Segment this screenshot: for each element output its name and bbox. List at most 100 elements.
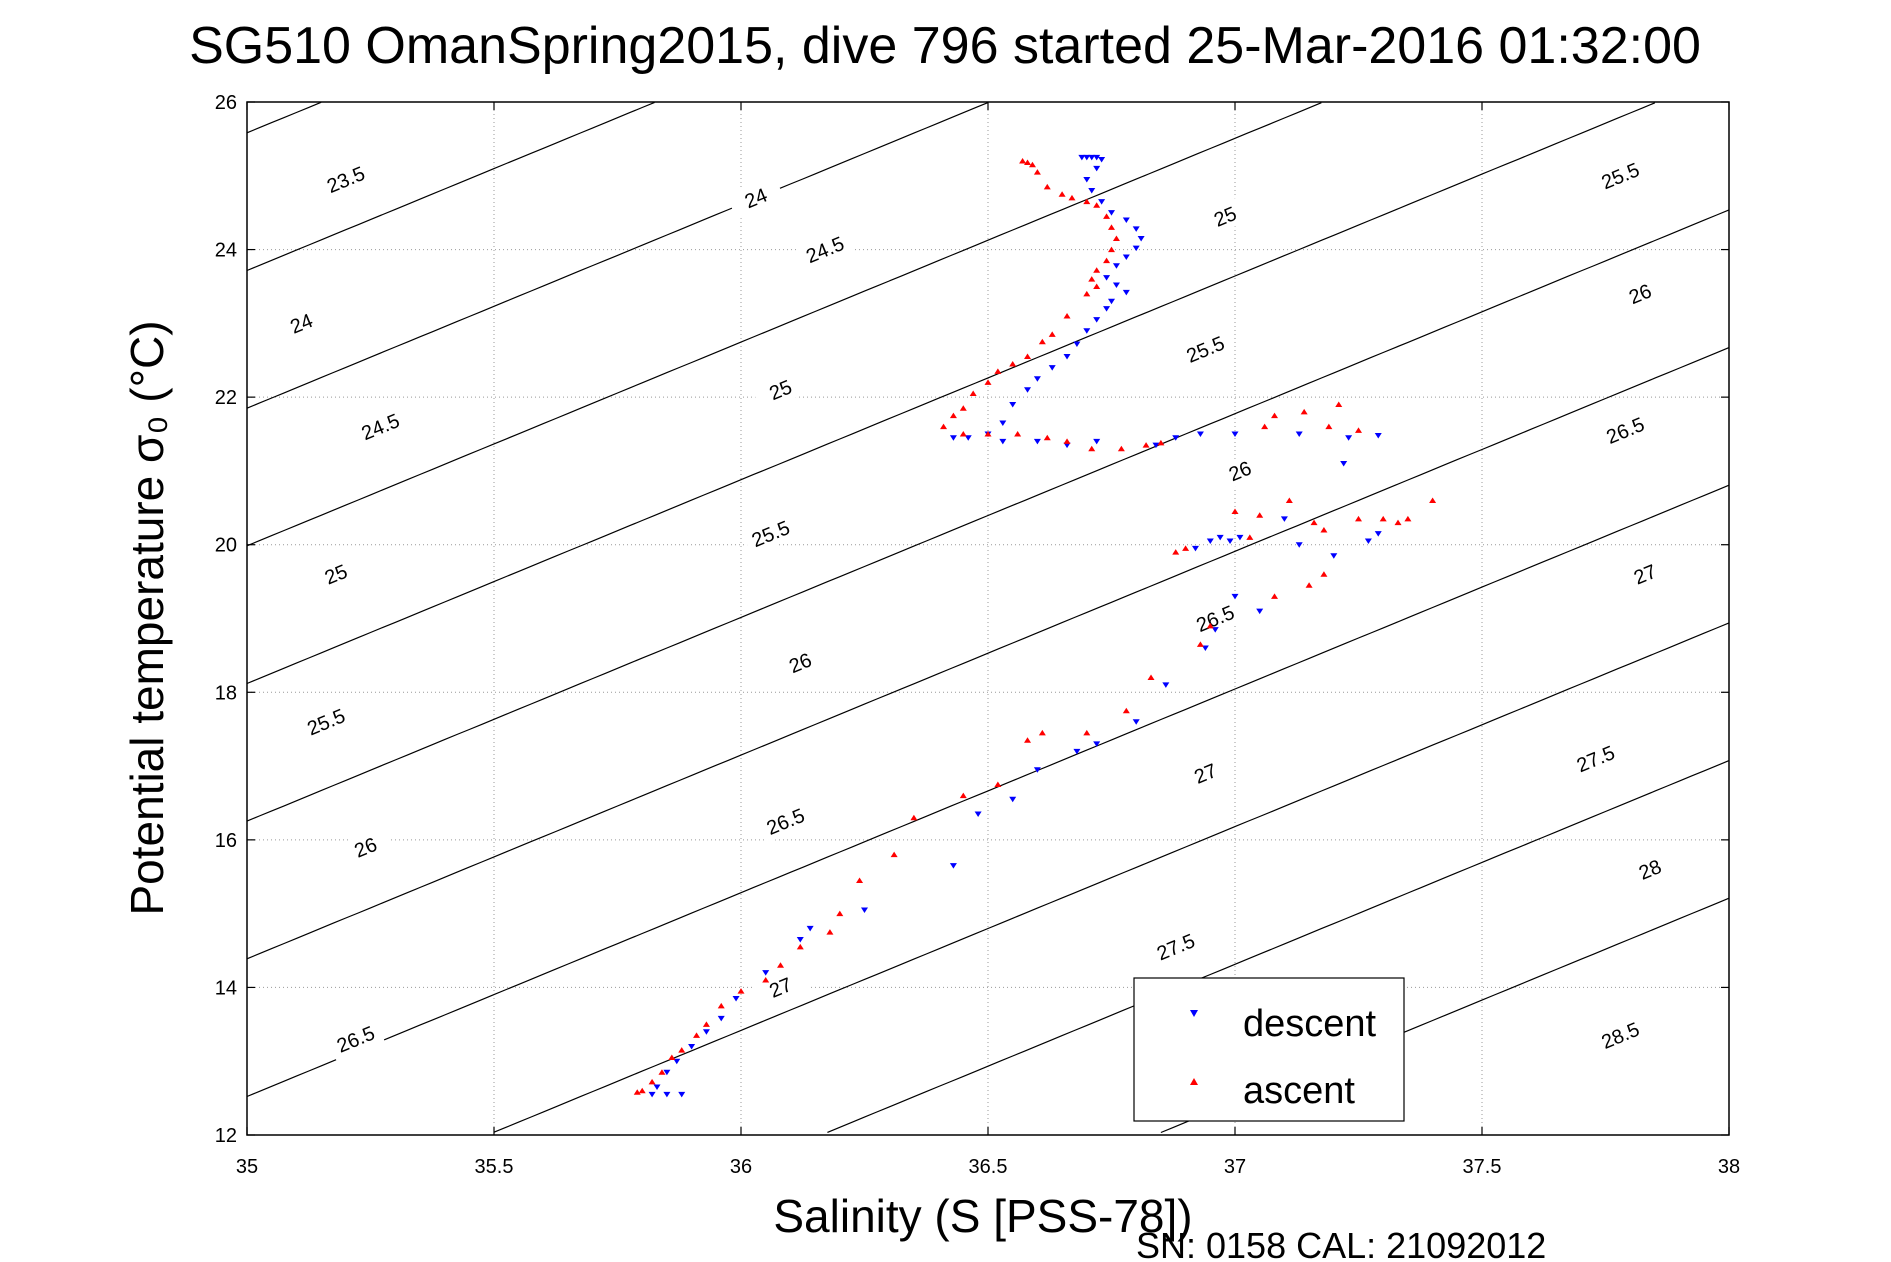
ascent-point	[940, 423, 948, 430]
ascent-point	[826, 929, 834, 935]
isopycnal-label-bg	[1146, 924, 1205, 969]
ascent-point	[1142, 442, 1150, 448]
isopycnal-label-bg	[1186, 596, 1245, 641]
ascent-point	[678, 1047, 686, 1053]
descent-point	[663, 1069, 671, 1076]
isopycnal-line	[246, 102, 1656, 685]
descent-point	[663, 1091, 671, 1098]
isopycnal-label-bg	[1176, 751, 1235, 796]
ascent-point	[1083, 290, 1091, 297]
descent-point	[648, 1091, 656, 1098]
ascent-point	[1048, 331, 1056, 337]
ascent-point	[762, 977, 770, 983]
descent-point	[1098, 157, 1106, 163]
descent-point	[1122, 254, 1130, 260]
ascent-point	[737, 988, 745, 994]
descent-point	[1172, 435, 1180, 441]
descent-point	[796, 936, 804, 943]
x-axis-ticks: 35 35.5 36 36.5 37 37.5 38	[236, 102, 1740, 1178]
ascent-point	[1063, 312, 1071, 319]
ascent-point	[969, 390, 977, 396]
ascent-point	[1083, 198, 1091, 205]
descent-point	[1236, 534, 1244, 541]
chart-title: SG510 OmanSpring2015, dive 796 started 2…	[189, 17, 1701, 75]
ascent-point	[1024, 353, 1032, 360]
descent-point	[1132, 226, 1140, 232]
ascent-point	[1028, 161, 1036, 168]
ascent-point	[633, 1089, 641, 1095]
ascent-point	[796, 943, 804, 950]
ascent-point	[693, 1032, 701, 1038]
y-tick-label: 20	[215, 535, 237, 557]
descent-point	[1073, 748, 1081, 755]
isopycnal-label-bg	[336, 825, 395, 870]
x-tick-label: 36	[730, 1156, 752, 1178]
descent-point	[1122, 217, 1130, 224]
descent-point	[1295, 542, 1303, 548]
descent-point	[1024, 387, 1032, 393]
ascent-point	[1404, 515, 1412, 522]
ascent-point	[959, 792, 967, 799]
y-tick-label: 22	[215, 387, 237, 409]
x-tick-label: 35	[236, 1156, 258, 1178]
descent-point	[1093, 741, 1101, 747]
ascent-point	[1024, 159, 1032, 166]
y-axis-ticks: 12 14 16 18 20 22 24 26	[215, 92, 1729, 1147]
ascent-point	[1310, 519, 1318, 526]
descent-point	[1196, 431, 1204, 438]
descent-point	[1201, 645, 1209, 652]
descent-point	[1098, 199, 1106, 205]
ascent-point	[959, 405, 967, 411]
ascent-point	[1043, 183, 1051, 190]
descent-point	[1093, 317, 1101, 323]
ascent-point	[1033, 169, 1041, 175]
descent-point	[1083, 176, 1091, 183]
descent-point	[1374, 531, 1382, 537]
descent-point	[732, 995, 740, 1002]
ascent-point	[1019, 158, 1027, 164]
isopycnal-contours	[246, 101, 1730, 1134]
ascent-point	[1083, 729, 1091, 736]
ascent-point	[994, 781, 1002, 788]
descent-point	[1206, 538, 1214, 545]
descent-point	[949, 863, 957, 869]
ascent-point	[1063, 438, 1071, 444]
y-tick-label: 16	[215, 830, 237, 852]
isopycnal-label-bg	[1596, 408, 1655, 453]
descent-point	[1048, 365, 1056, 371]
isopycnal-label-bg	[272, 301, 331, 346]
isopycnal-label-bg	[306, 552, 365, 597]
x-tick-label: 36.5	[969, 1156, 1008, 1178]
y-tick-label: 26	[215, 92, 237, 114]
isopycnal-label-bg	[1176, 327, 1235, 372]
descent-point	[806, 925, 814, 932]
ascent-point	[638, 1087, 646, 1094]
legend-ascent-label: ascent	[1243, 1070, 1355, 1112]
isopycnal-label-bg	[751, 965, 810, 1010]
ascent-point	[984, 431, 992, 437]
isopycnal-line	[246, 102, 1322, 547]
descent-point	[1374, 433, 1382, 439]
ascent-point	[1108, 224, 1115, 230]
ascent-point	[1325, 423, 1333, 430]
isopycnal-line	[246, 484, 1730, 1098]
descent-point	[1256, 608, 1264, 615]
ascent-point	[1246, 534, 1254, 540]
ascent-point	[910, 814, 918, 821]
grid-lines	[247, 102, 1729, 1135]
descent-point	[688, 1043, 696, 1050]
descent-point	[1216, 534, 1224, 541]
legend-ascent-marker	[1190, 1078, 1198, 1085]
legend-descent-label: descent	[1243, 1003, 1377, 1045]
isopycnal-label-bg	[1611, 271, 1670, 316]
ascent-point	[1043, 434, 1051, 441]
ascent-point	[1093, 283, 1101, 289]
isopycnal-label-bg	[316, 157, 375, 202]
descent-point	[1280, 516, 1288, 522]
ascent-point	[1355, 515, 1362, 522]
descent-point	[1093, 165, 1101, 172]
descent-point	[717, 1015, 725, 1022]
isopycnal-label-bg	[795, 227, 854, 272]
descent-point	[673, 1058, 681, 1065]
